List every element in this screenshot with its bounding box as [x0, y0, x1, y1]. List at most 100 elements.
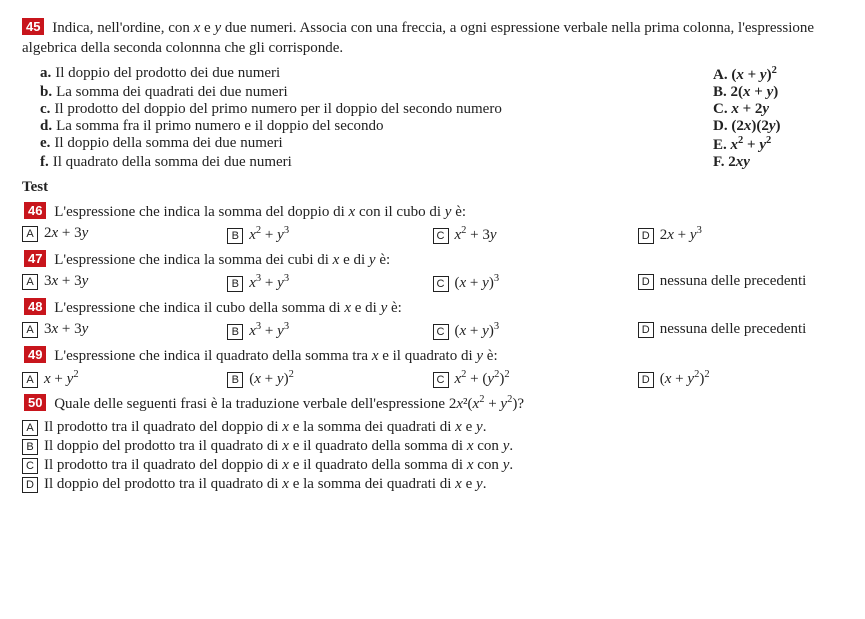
option-value: x3 + y3	[249, 273, 289, 292]
option[interactable]: A3x + 3y	[22, 321, 227, 340]
match-right: B. 2(x + y)	[713, 84, 843, 101]
prompt-text: è:	[376, 252, 391, 268]
question: 49 L'espressione che indica il quadrato …	[22, 346, 843, 388]
intro-text: e	[200, 20, 214, 36]
option-label-box: A	[22, 372, 38, 388]
question-45-intro: 45 Indica, nell'ordine, con x e y due nu…	[22, 18, 843, 59]
option[interactable]: C Il prodotto tra il quadrato del doppio …	[22, 457, 843, 474]
match-right-label: D.	[713, 118, 731, 134]
match-right: D. (2x)(2y)	[713, 118, 843, 135]
option[interactable]: Bx2 + y3	[227, 225, 432, 244]
match-right-expr: x + 2y	[731, 101, 769, 117]
option[interactable]: Dnessuna delle precedenti	[638, 273, 843, 292]
match-right-expr: 2(x + y)	[731, 84, 779, 100]
option[interactable]: C (x + y)3	[433, 321, 638, 340]
match-row: d.La somma fra il primo numero e il dopp…	[22, 118, 843, 135]
prompt-var: x	[456, 396, 463, 412]
option[interactable]: Bx3 + y3	[227, 273, 432, 292]
match-right-label: B.	[713, 84, 731, 100]
option-value: 3x + 3y	[44, 273, 88, 290]
option-label-box: C	[433, 324, 449, 340]
option[interactable]: Dnessuna delle precedenti	[638, 321, 843, 340]
match-left-text: La somma dei quadrati dei due numeri	[56, 84, 288, 100]
option[interactable]: Cx2 + 3y	[433, 225, 638, 244]
option[interactable]: Cx2 + (y2)2	[433, 369, 638, 388]
match-left: e.Il doppio della somma dei due numeri	[22, 135, 713, 154]
prompt-var: x	[344, 300, 351, 316]
option-value: nessuna delle precedenti	[660, 321, 807, 338]
options-row: A 3x + 3y Bx3 + y3C(x + y)3Dnessuna delle …	[22, 273, 843, 292]
intro-text: Indica, nell'ordine, con	[52, 20, 193, 36]
match-left-label: b.	[40, 84, 52, 100]
match-row: f.Il quadrato della somma dei due numeri…	[22, 154, 843, 171]
option-label-box: A	[22, 322, 38, 338]
match-left-text: Il prodotto del doppio del primo numero …	[54, 101, 501, 117]
match-row: c.Il prodotto del doppio del primo numer…	[22, 101, 843, 118]
option-value: x + y2	[44, 369, 79, 388]
match-left-text: Il quadrato della somma dei due numeri	[53, 154, 292, 170]
prompt-text: L'espressione che indica il quadrato del…	[54, 348, 372, 364]
match-left: d.La somma fra il primo numero e il dopp…	[22, 118, 713, 135]
match-left: f.Il quadrato della somma dei due numeri	[22, 154, 713, 171]
option-label-box: D	[638, 228, 654, 244]
match-row: e.Il doppio della somma dei due numeriE.…	[22, 135, 843, 154]
question-number: 47	[24, 250, 46, 267]
option-label-box: C	[22, 458, 38, 474]
questions-block: 46 L'espressione che indica la somma del…	[22, 202, 843, 493]
option-label-box: C	[433, 372, 449, 388]
option-label-box: D	[22, 477, 38, 493]
match-right-expr: 2xy	[728, 154, 750, 170]
option-value: nessuna delle precedenti	[660, 273, 807, 290]
prompt-text: è:	[387, 300, 402, 316]
prompt-text: L'espressione che indica la somma del do…	[54, 204, 348, 220]
match-left-label: a.	[40, 65, 51, 81]
option-label-box: D	[638, 274, 654, 290]
option-label-box: A	[22, 274, 38, 290]
option[interactable]: BIl doppio del prodotto tra il quadrato …	[22, 438, 843, 455]
option[interactable]: Bx3 + y3	[227, 321, 432, 340]
option-value: 2x + 3y	[44, 225, 88, 242]
option-value: (x + y2)2	[660, 369, 710, 388]
option[interactable]: AIl prodotto tra il quadrato del doppio …	[22, 419, 843, 436]
option-value: Il prodotto tra il quadrato del doppio d…	[44, 419, 486, 436]
question-prompt: 46 L'espressione che indica la somma del…	[22, 202, 843, 221]
prompt-text: Quale delle seguenti frasi è la traduzio…	[54, 396, 456, 412]
match-left-label: f.	[40, 154, 49, 170]
option[interactable]: D 2x + y3	[638, 225, 843, 244]
question-prompt: 48 L'espressione che indica il cubo dell…	[22, 298, 843, 317]
prompt-var: x2 + y2	[473, 396, 513, 412]
match-table: a.Il doppio del prodotto dei due numeri A…	[22, 65, 843, 171]
option[interactable]: D (x + y2)2	[638, 369, 843, 388]
match-left-text: Il doppio del prodotto dei due numeri	[55, 65, 280, 81]
option-label-box: B	[22, 439, 38, 455]
match-right-label: A.	[713, 67, 731, 83]
option-label-box: C	[433, 276, 449, 292]
option-label-box: B	[227, 324, 243, 340]
option[interactable]: A2x + 3y	[22, 225, 227, 244]
match-left-label: d.	[40, 118, 52, 134]
options-row: Ax + y2B(x + y)2Cx2 + (y2)2D(x + y2)2	[22, 369, 843, 388]
option-value: Il prodotto tra il quadrato del doppio d…	[44, 457, 513, 474]
option-label-box: B	[227, 228, 243, 244]
match-right-label: E.	[713, 137, 731, 153]
match-row: b.La somma dei quadrati dei due numeri B.…	[22, 84, 843, 101]
question-prompt: 49 L'espressione che indica il quadrato …	[22, 346, 843, 365]
prompt-text: e di	[339, 252, 369, 268]
option-value: 2x + y3	[660, 225, 702, 244]
option-value: (x + y)2	[249, 369, 294, 388]
prompt-var: y	[369, 252, 376, 268]
option-value: (x + y)3	[455, 321, 500, 340]
question: 46 L'espressione che indica la somma del…	[22, 202, 843, 244]
match-left: c.Il prodotto del doppio del primo numer…	[22, 101, 713, 118]
option-label-box: D	[638, 372, 654, 388]
question-number: 50	[24, 394, 46, 411]
option-label-box: D	[638, 322, 654, 338]
option[interactable]: DIl doppio del prodotto tra il quadrato …	[22, 476, 843, 493]
option[interactable]: C(x + y)3	[433, 273, 638, 292]
option[interactable]: A 3x + 3y	[22, 273, 227, 292]
options-row: A2x + 3yBx2 + y3Cx2 + 3yD 2x + y3	[22, 225, 843, 244]
test-heading: Test	[22, 179, 843, 196]
prompt-text: L'espressione che indica il cubo della s…	[54, 300, 344, 316]
option[interactable]: Ax + y2	[22, 369, 227, 388]
option[interactable]: B(x + y)2	[227, 369, 432, 388]
